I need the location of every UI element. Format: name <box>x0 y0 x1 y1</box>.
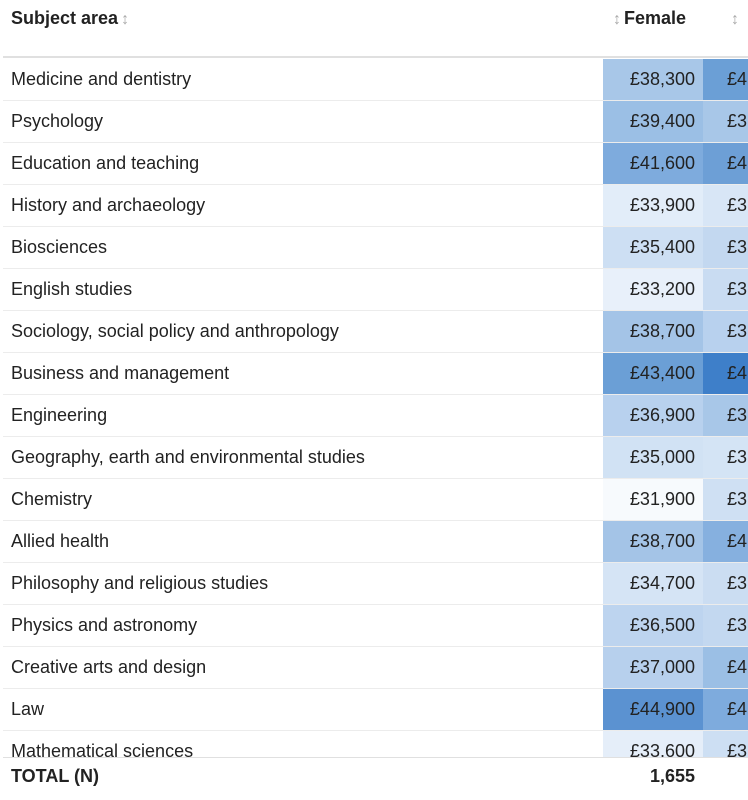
female-salary-cell: £31,900 <box>603 479 703 520</box>
sort-icon[interactable]: ↕ <box>121 11 130 28</box>
subject-cell: Medicine and dentistry <box>11 69 192 89</box>
female-salary-cell: £34,700 <box>603 563 703 604</box>
table-footer: TOTAL (N) 1,655 <box>3 757 748 800</box>
column-header-label: Subject area <box>11 8 119 28</box>
subject-cell: History and archaeology <box>11 195 206 215</box>
male-salary-cell: £4 <box>703 353 748 394</box>
table-row: Geography, earth and environmental studi… <box>3 437 748 479</box>
female-salary-cell: £39,400 <box>603 101 703 142</box>
subject-cell: Creative arts and design <box>11 657 207 677</box>
column-header-subject-area[interactable]: Subject area ↕ <box>11 6 129 30</box>
table-body[interactable]: Medicine and dentistry £38,300 £4 Psycholog… <box>3 59 748 757</box>
subject-cell: English studies <box>11 279 133 299</box>
subject-cell: Mathematical sciences <box>11 741 194 757</box>
sort-icon[interactable]: ↕ <box>731 11 739 28</box>
subject-cell: Engineering <box>11 405 108 425</box>
table-row: Education and teaching £41,600 £4 <box>3 143 748 185</box>
table-header: Subject area ↕ ↕ Female ↕ <box>3 0 748 58</box>
female-salary-cell: £35,400 <box>603 227 703 268</box>
table-row: Law £44,900 £4 <box>3 689 748 731</box>
table-row: Physics and astronomy £36,500 £3 <box>3 605 748 647</box>
table-row: Engineering £36,900 £3 <box>3 395 748 437</box>
table-row: Biosciences £35,400 £3 <box>3 227 748 269</box>
male-salary-cell: £3 <box>703 227 748 268</box>
column-header-female[interactable]: ↕ Female <box>613 6 705 30</box>
subject-cell: Physics and astronomy <box>11 615 198 635</box>
male-salary-cell: £3 <box>703 101 748 142</box>
table-row: Mathematical sciences £33,600 £3 <box>3 731 748 757</box>
table-row: Chemistry £31,900 £3 <box>3 479 748 521</box>
table-row: Creative arts and design £37,000 £4 <box>3 647 748 689</box>
male-salary-cell: £3 <box>703 437 748 478</box>
male-salary-cell: £4 <box>703 521 748 562</box>
sort-icon[interactable]: ↕ <box>613 11 621 28</box>
male-salary-cell: £3 <box>703 605 748 646</box>
male-salary-cell: £4 <box>703 647 748 688</box>
female-salary-cell: £33,200 <box>603 269 703 310</box>
column-header-male-partial[interactable]: ↕ <box>731 6 748 30</box>
female-salary-cell: £33,600 <box>603 731 703 757</box>
table-row: Medicine and dentistry £38,300 £4 <box>3 59 748 101</box>
male-salary-cell: £3 <box>703 395 748 436</box>
male-salary-cell: £3 <box>703 269 748 310</box>
total-label: TOTAL (N) <box>11 766 99 786</box>
table-row: Philosophy and religious studies £34,700 £… <box>3 563 748 605</box>
subject-cell: Education and teaching <box>11 153 200 173</box>
subject-cell: Biosciences <box>11 237 108 257</box>
female-salary-cell: £37,000 <box>603 647 703 688</box>
male-salary-cell: £4 <box>703 143 748 184</box>
total-female-value: 1,655 <box>649 766 695 786</box>
female-salary-cell: £36,500 <box>603 605 703 646</box>
female-salary-cell: £36,900 <box>603 395 703 436</box>
female-salary-cell: £33,900 <box>603 185 703 226</box>
male-salary-cell: £3 <box>703 185 748 226</box>
table-row: Business and management £43,400 £4 <box>3 353 748 395</box>
subject-cell: Geography, earth and environmental studi… <box>11 447 365 467</box>
male-salary-cell: £4 <box>703 689 748 730</box>
female-salary-cell: £44,900 <box>603 689 703 730</box>
subject-cell: Law <box>11 699 45 719</box>
female-salary-cell: £38,700 <box>603 311 703 352</box>
table-row: Allied health £38,700 £4 <box>3 521 748 563</box>
subject-cell: Chemistry <box>11 489 93 509</box>
male-salary-cell: £3 <box>703 563 748 604</box>
male-salary-cell: £3 <box>703 731 748 757</box>
female-salary-cell: £41,600 <box>603 143 703 184</box>
table-row: Psychology £39,400 £3 <box>3 101 748 143</box>
female-salary-cell: £38,700 <box>603 521 703 562</box>
subject-cell: Allied health <box>11 531 110 551</box>
subject-cell: Sociology, social policy and anthropolog… <box>11 321 339 341</box>
table-row: English studies £33,200 £3 <box>3 269 748 311</box>
female-salary-cell: £35,000 <box>603 437 703 478</box>
column-header-label: Female <box>624 8 687 28</box>
female-salary-cell: £43,400 <box>603 353 703 394</box>
subject-cell: Philosophy and religious studies <box>11 573 269 593</box>
male-salary-cell: £4 <box>703 59 748 100</box>
female-salary-cell: £38,300 <box>603 59 703 100</box>
table-row: History and archaeology £33,900 £3 <box>3 185 748 227</box>
salary-table: Subject area ↕ ↕ Female ↕ Medicine and den… <box>3 0 748 800</box>
subject-cell: Psychology <box>11 111 104 131</box>
male-salary-cell: £3 <box>703 311 748 352</box>
table-row: Sociology, social policy and anthropolog… <box>3 311 748 353</box>
subject-cell: Business and management <box>11 363 230 383</box>
male-salary-cell: £3 <box>703 479 748 520</box>
